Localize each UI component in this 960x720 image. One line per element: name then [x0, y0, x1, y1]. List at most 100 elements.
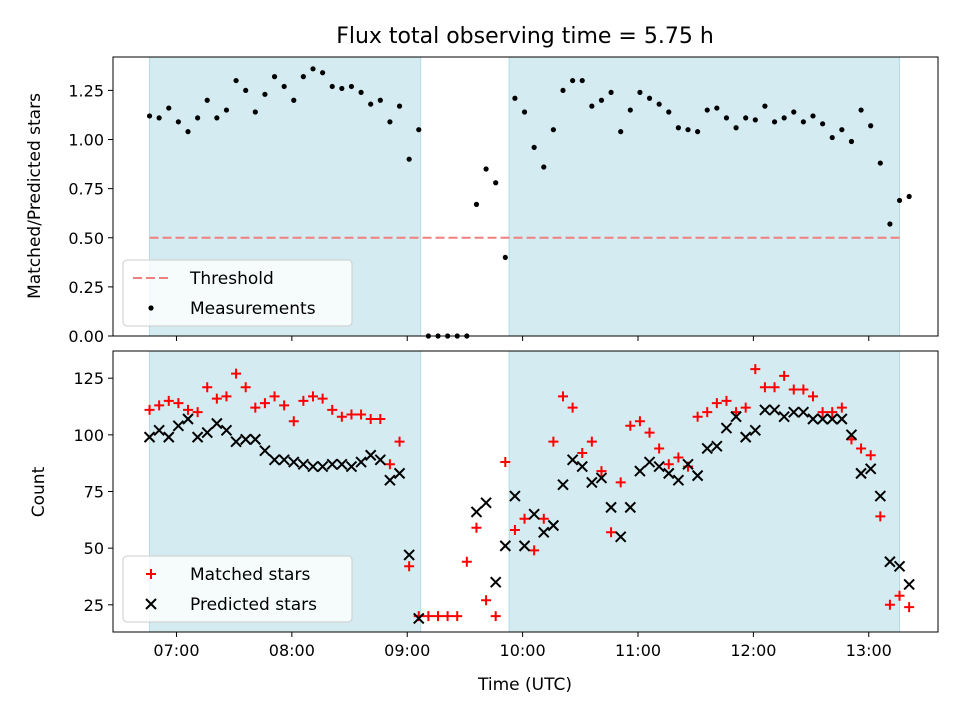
- predicted-star-point: [797, 406, 810, 418]
- predicted-star-point: [826, 413, 838, 425]
- matched-star-point: [673, 452, 684, 463]
- measurement-point: [473, 201, 480, 207]
- measurement-point: [550, 127, 556, 133]
- bottom-plot-area: [112, 350, 939, 633]
- predicted-star-point: [720, 422, 733, 434]
- matched-star-point: [346, 409, 357, 420]
- matched-star-point: [384, 459, 395, 470]
- measurement-point: [320, 70, 326, 76]
- predicted-star-point: [528, 508, 540, 520]
- measurement-point: [781, 115, 787, 121]
- measurement-point: [271, 74, 278, 80]
- measurement-point: [560, 87, 566, 94]
- measurement-point: [839, 127, 845, 133]
- predicted-star-point: [595, 472, 608, 484]
- predicted-star-point: [691, 469, 704, 482]
- measurement-point: [368, 101, 374, 107]
- matched-star-point: [365, 413, 376, 424]
- measurement-point: [493, 180, 499, 186]
- legend-label: Threshold: [189, 269, 274, 289]
- measurement-point: [858, 107, 864, 113]
- predicted-star-point: [509, 490, 521, 502]
- predicted-star-point: [864, 463, 877, 475]
- x-tick-label: 12:00: [730, 641, 776, 660]
- matched-star-point: [625, 420, 636, 431]
- predicted-star-point: [307, 460, 319, 473]
- measurement-point: [156, 115, 162, 121]
- measurement-point: [252, 109, 258, 115]
- matched-star-point: [769, 382, 780, 393]
- matched-star-point: [836, 402, 847, 413]
- matched-star-point: [481, 595, 492, 606]
- matched-star-point: [490, 611, 501, 622]
- measurement-point: [223, 107, 230, 113]
- matched-star-point: [259, 398, 270, 409]
- matched-star-point: [173, 398, 184, 409]
- series-matched-stars: [144, 364, 915, 622]
- predicted-star-point: [566, 454, 579, 466]
- predicted-star-point: [403, 549, 415, 561]
- matched-star-point: [817, 407, 828, 418]
- predicted-star-point: [364, 449, 377, 461]
- matched-star-point: [702, 407, 713, 418]
- predicted-star-point: [903, 578, 915, 591]
- legend-label: Matched stars: [190, 565, 310, 585]
- matched-star-point: [519, 513, 530, 524]
- matched-star-point: [548, 436, 559, 447]
- measurement-point: [396, 103, 403, 109]
- measurement-point: [358, 89, 364, 95]
- matched-star-point: [240, 382, 251, 393]
- measurement-point: [512, 95, 518, 101]
- measurement-point: [281, 83, 287, 90]
- measurement-point: [627, 107, 633, 113]
- matched-star-point: [904, 602, 915, 613]
- predicted-star-point: [634, 465, 646, 477]
- top-legend-box: [122, 259, 353, 327]
- predicted-star-point: [682, 458, 694, 471]
- predicted-star-point: [538, 526, 550, 538]
- predicted-star-point: [345, 460, 358, 473]
- measurement-point: [579, 77, 585, 84]
- matched-star-point: [779, 370, 790, 381]
- predicted-star-point: [297, 458, 310, 471]
- matched-star-point: [827, 407, 838, 418]
- matched-star-point: [375, 413, 386, 424]
- measurement-point: [675, 125, 681, 131]
- predicted-star-point: [807, 413, 819, 425]
- matched-star-point: [606, 527, 617, 538]
- predicted-star-point: [547, 519, 560, 532]
- measurement-point: [608, 89, 614, 95]
- measurement-point: [820, 121, 826, 127]
- matched-star-point: [404, 561, 415, 572]
- measurement-point: [233, 77, 239, 84]
- legend-predicted-swatch: [145, 598, 157, 610]
- matched-star-point: [644, 427, 655, 438]
- measurement-point: [656, 101, 662, 107]
- y-tick-label: 100: [73, 426, 104, 445]
- matched-star-point: [865, 450, 876, 461]
- measurement-point: [416, 127, 422, 133]
- predicted-star-point: [816, 413, 829, 425]
- matched-star-point: [336, 411, 347, 422]
- predicted-star-point: [172, 420, 185, 432]
- measurement-point: [618, 129, 624, 135]
- matched-star-point: [615, 477, 626, 488]
- y-tick-label: 0.50: [68, 229, 104, 248]
- matched-star-point: [221, 391, 232, 402]
- predicted-star-point: [211, 417, 223, 430]
- top-axes-frame: [112, 56, 939, 337]
- matched-star-point: [250, 402, 261, 413]
- predicted-star-point: [711, 440, 723, 452]
- measurement-point: [810, 113, 816, 119]
- measurement-point: [848, 138, 855, 145]
- matched-star-point: [433, 611, 443, 622]
- matched-star-point: [308, 391, 318, 402]
- matched-star-point: [538, 513, 549, 524]
- matched-star-point: [759, 382, 770, 393]
- matched-star-point: [452, 611, 463, 622]
- matched-star-point: [875, 511, 886, 522]
- measurement-point: [195, 115, 201, 121]
- matched-star-point: [788, 384, 799, 395]
- matched-star-point: [740, 402, 751, 413]
